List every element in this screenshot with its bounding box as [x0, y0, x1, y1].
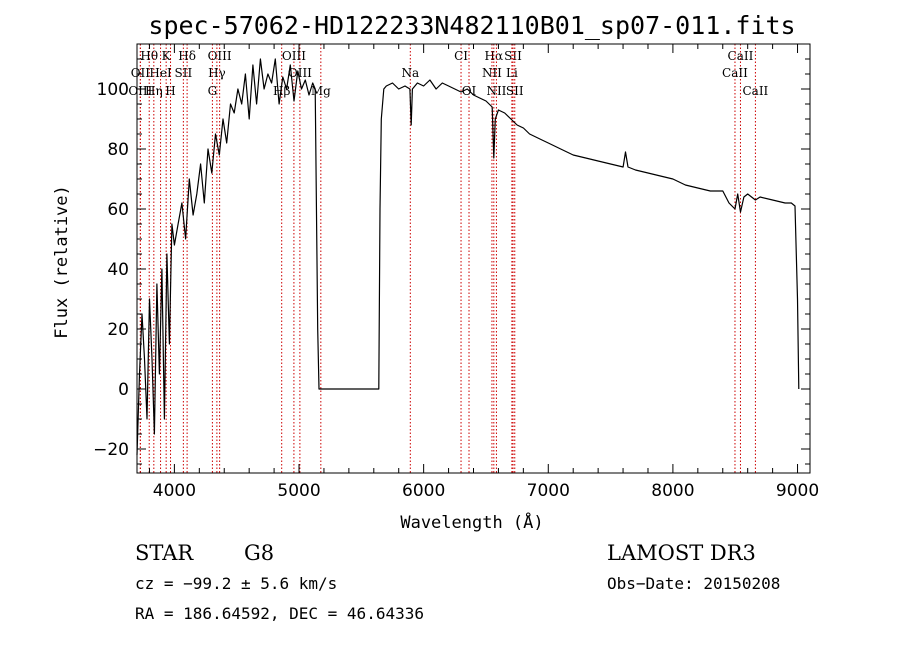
y-tick-label-1: 0 [118, 380, 129, 400]
line-marker-label-3: OIII [208, 49, 232, 63]
line-marker-label-12: Hγ [208, 66, 226, 80]
line-marker-label-2: Hδ [178, 49, 196, 63]
line-marker-label-11: SII [175, 66, 193, 80]
x-tick-label-2: 6000 [402, 481, 445, 501]
line-marker-label-18: OIII [128, 84, 152, 98]
object-class: STAR [135, 541, 194, 565]
x-tick-label-1: 5000 [277, 481, 320, 501]
y-axis-label: Flux (relative) [52, 185, 72, 339]
survey-name: LAMOST DR3 [607, 541, 756, 565]
coordinates: RA = 186.64592, DEC = 46.64336 [135, 604, 424, 623]
x-tick-label-3: 7000 [527, 481, 570, 501]
x-tick-label-4: 8000 [651, 481, 694, 501]
line-marker-label-21: G [208, 84, 218, 98]
line-marker-label-26: SII [506, 84, 524, 98]
y-tick-label-2: 20 [107, 320, 129, 340]
line-marker-label-0: Hθ [140, 49, 158, 63]
line-marker-label-5: CI [454, 49, 468, 63]
x-tick-label-0: 4000 [153, 481, 196, 501]
chart-title: spec-57062-HD122233N482110B01_sp07-011.f… [148, 11, 795, 40]
y-tick-label-3: 40 [107, 260, 129, 280]
x-tick-label-5: 9000 [776, 481, 819, 501]
x-axis-label: Wavelength (Å) [400, 511, 543, 533]
line-marker-label-8: CaII [728, 49, 754, 63]
line-marker-label-6: Hα [485, 49, 504, 63]
spectrum-line-0 [136, 58, 800, 456]
line-marker-label-23: Mg [311, 84, 331, 98]
line-marker-label-15: NII [482, 66, 502, 80]
line-marker-label-25: NII [486, 84, 506, 98]
redshift-cz: cz = −99.2 ± 5.6 km/s [135, 574, 337, 593]
line-marker-label-4: OIII [282, 49, 306, 63]
object-subclass: G8 [244, 541, 274, 565]
line-marker-label-19: Hη [145, 84, 163, 98]
line-marker-label-10: HeI [149, 66, 172, 80]
line-marker-label-17: CaII [722, 66, 748, 80]
y-tick-label-5: 80 [107, 140, 129, 160]
obs-date: Obs−Date: 20150208 [607, 574, 780, 593]
line-marker-label-7: SII [504, 49, 522, 63]
y-tick-label-6: 100 [97, 80, 129, 100]
info-block: STAR G8 LAMOST DR3 cz = −99.2 ± 5.6 km/s… [135, 541, 780, 623]
line-marker-label-13: OIII [288, 66, 312, 80]
line-marker-label-20: H [165, 84, 175, 98]
plot-frame [136, 43, 811, 474]
line-marker-label-16: Li [506, 66, 518, 80]
y-tick-label-4: 60 [107, 200, 129, 220]
line-marker-label-14: Na [401, 66, 419, 80]
y-tick-label-0: −20 [93, 440, 129, 460]
line-marker-label-1: K [162, 49, 172, 63]
line-marker-label-27: CaII [742, 84, 768, 98]
